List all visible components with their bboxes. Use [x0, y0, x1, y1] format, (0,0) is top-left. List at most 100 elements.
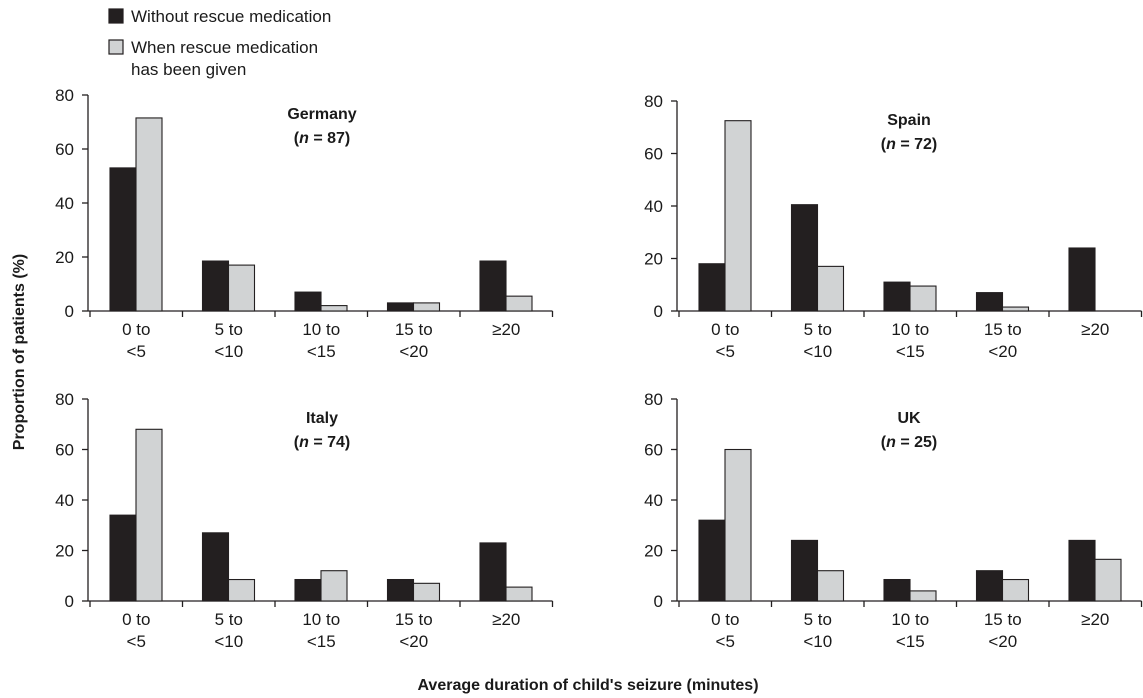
y-axis-title: Proportion of patients (%)	[11, 254, 28, 450]
legend-label: has been given	[131, 60, 246, 79]
bar-with-rescue	[412, 302, 441, 312]
bar-with-rescue	[909, 285, 937, 312]
x-tick-label: 5 to	[215, 610, 243, 629]
bar-without-rescue	[109, 514, 137, 602]
x-tick-label: 15 to	[984, 610, 1022, 629]
x-tick-label: 0 to	[122, 610, 150, 629]
bar-with-rescue	[412, 582, 441, 602]
x-tick-label: 0 to	[122, 320, 150, 339]
bar-without-rescue	[386, 302, 415, 312]
y-tick-label: 20	[644, 542, 663, 561]
x-tick-label: 15 to	[395, 610, 433, 629]
y-tick-label: 40	[644, 197, 663, 216]
bar-without-rescue	[1068, 247, 1096, 312]
x-tick-label: <20	[988, 632, 1017, 651]
bar-without-rescue	[479, 542, 507, 602]
y-tick-label: 0	[65, 302, 74, 321]
chart-panel-italy: 0 20 40 60 80 0 to <5 5 to <10 10 to <15 15 to <20 ≥2…	[55, 390, 554, 651]
y-tick-label: 20	[55, 542, 74, 561]
panel-title: Spain	[887, 112, 931, 129]
legend-swatch	[108, 39, 124, 55]
bar-without-rescue	[698, 263, 726, 312]
x-tick-label: <5	[716, 632, 735, 651]
x-tick-label: <20	[399, 632, 428, 651]
x-tick-label: <15	[307, 342, 336, 361]
panel-title: UK	[897, 410, 921, 427]
bar-without-rescue	[201, 260, 230, 312]
y-tick-label: 80	[55, 390, 74, 409]
bar-without-rescue	[790, 204, 819, 312]
x-tick-label: ≥20	[1081, 320, 1109, 339]
x-tick-label: ≥20	[492, 610, 520, 629]
x-tick-label: <10	[803, 632, 832, 651]
x-tick-label: <5	[716, 342, 735, 361]
bar-with-rescue	[816, 570, 845, 602]
bar-with-rescue	[909, 590, 937, 602]
y-tick-label: 60	[644, 441, 663, 460]
panel-title: Germany	[287, 106, 356, 123]
y-tick-label: 0	[654, 302, 663, 321]
bar-without-rescue	[883, 281, 911, 312]
x-tick-label: ≥20	[492, 320, 520, 339]
y-tick-label: 20	[55, 248, 74, 267]
bar-with-rescue	[320, 305, 348, 312]
legend-label: Without rescue medication	[131, 7, 331, 26]
bar-with-rescue	[227, 264, 256, 312]
bar-with-rescue	[1001, 578, 1030, 602]
y-tick-label: 40	[55, 491, 74, 510]
x-tick-label: 15 to	[984, 320, 1022, 339]
bar-with-rescue	[1001, 306, 1030, 312]
y-tick-label: 40	[55, 194, 74, 213]
y-tick-label: 60	[55, 140, 74, 159]
bar-with-rescue	[816, 265, 845, 312]
bar-with-rescue	[227, 578, 256, 602]
y-tick-label: 0	[654, 592, 663, 611]
x-tick-label: 5 to	[215, 320, 243, 339]
bar-with-rescue	[320, 570, 348, 602]
panel-sample-size: (n = 87)	[294, 130, 350, 147]
panel-sample-size: (n = 72)	[881, 136, 937, 153]
x-axis-title: Average duration of child's seizure (min…	[417, 677, 758, 694]
bar-without-rescue	[201, 532, 230, 602]
x-tick-label: <20	[399, 342, 428, 361]
legend-swatch	[108, 8, 124, 24]
y-tick-label: 40	[644, 491, 663, 510]
bar-with-rescue	[724, 448, 752, 602]
bar-without-rescue	[790, 539, 819, 602]
bar-without-rescue	[479, 260, 507, 312]
bar-without-rescue	[975, 570, 1004, 602]
bar-without-rescue	[698, 519, 726, 602]
x-tick-label: <5	[127, 632, 146, 651]
x-tick-label: 10 to	[891, 320, 929, 339]
x-tick-label: <15	[896, 632, 925, 651]
x-tick-label: <15	[307, 632, 336, 651]
bar-without-rescue	[975, 292, 1004, 312]
y-tick-label: 80	[55, 86, 74, 105]
x-tick-label: <10	[214, 632, 243, 651]
bar-with-rescue	[135, 428, 163, 602]
x-tick-label: <10	[214, 342, 243, 361]
bar-with-rescue	[505, 586, 533, 602]
x-tick-label: <5	[127, 342, 146, 361]
x-tick-label: 15 to	[395, 320, 433, 339]
x-tick-label: 0 to	[711, 320, 739, 339]
legend: Without rescue medication When rescue med…	[108, 7, 331, 79]
chart-panel-uk: 0 20 40 60 80 0 to <5 5 to <10 10 to <15 15 to <20 ≥2…	[644, 390, 1143, 651]
x-tick-label: <20	[988, 342, 1017, 361]
panel-sample-size: (n = 25)	[881, 434, 937, 451]
y-tick-label: 0	[65, 592, 74, 611]
y-tick-label: 80	[644, 92, 663, 111]
x-tick-label: ≥20	[1081, 610, 1109, 629]
bar-without-rescue	[294, 578, 322, 602]
y-tick-label: 60	[644, 145, 663, 164]
x-tick-label: 10 to	[302, 610, 340, 629]
chart-panel-germany: 0 20 40 60 80 0 to <5 5 to <10 10 to <15 15 to <20 ≥2…	[55, 86, 554, 361]
bar-without-rescue	[1068, 539, 1096, 602]
legend-label: When rescue medication	[131, 38, 318, 57]
y-tick-label: 80	[644, 390, 663, 409]
bar-without-rescue	[386, 578, 415, 602]
panel-sample-size: (n = 74)	[294, 434, 350, 451]
chart-panel-spain: 0 20 40 60 80 0 to <5 5 to <10 10 to <15 15 to <20 ≥2…	[644, 92, 1143, 361]
panel-title: Italy	[306, 410, 338, 427]
